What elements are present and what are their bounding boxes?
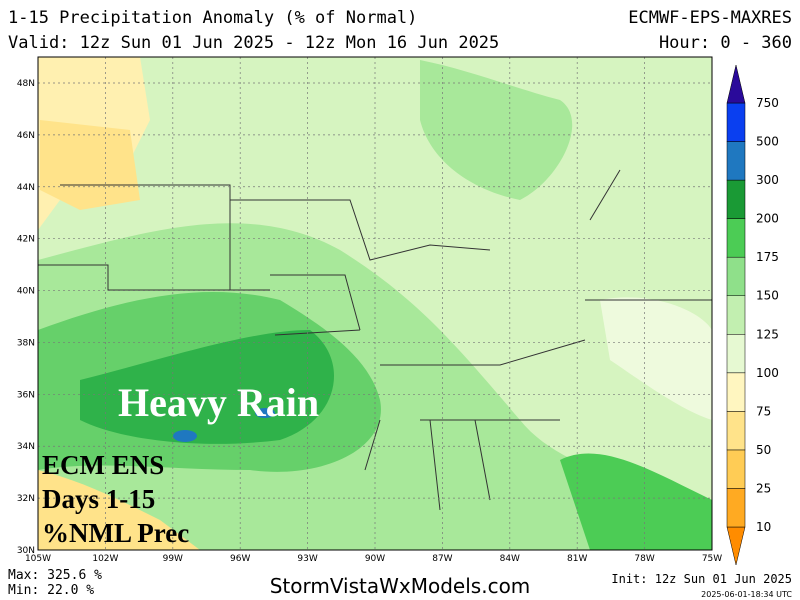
colorbar-label: 300 — [756, 173, 779, 187]
colorbar-label: 125 — [756, 327, 779, 341]
lon-label: 105W — [25, 554, 51, 564]
lat-label: 36N — [17, 390, 35, 400]
colorbar-bin — [726, 256, 746, 296]
lon-label: 81W — [567, 554, 587, 564]
caption-line: Days 1-15 — [42, 484, 155, 514]
colorbar-label: 200 — [756, 212, 779, 226]
valid: Valid: 12z Sun 01 Jun 2025 - 12z Mon 16 … — [8, 33, 499, 53]
init: Init: 12z Sun 01 Jun 2025 — [611, 572, 792, 586]
lat-label: 48N — [17, 79, 35, 89]
colorbar-bin — [726, 218, 746, 258]
colorbar-bin — [726, 411, 746, 451]
stamp: 2025-06-01-18:34 UTC — [701, 590, 792, 599]
lon-label: 90W — [365, 554, 385, 564]
site: StormVistaWxModels.com — [270, 574, 531, 598]
caption-line: ECM ENS — [42, 450, 164, 480]
lon-label: 93W — [297, 554, 317, 564]
lat-label: 38N — [17, 338, 35, 348]
colorbar-label: 50 — [756, 443, 771, 457]
colorbar-label: 750 — [756, 96, 779, 110]
lon-label: 99W — [163, 554, 183, 564]
headline: Heavy Rain — [118, 380, 319, 425]
colorbar-bin — [726, 372, 746, 412]
lon-label: 78W — [634, 554, 654, 564]
model: ECMWF-EPS-MAXRES — [628, 8, 792, 28]
lon-label: 87W — [432, 554, 452, 564]
lon-label: 75W — [702, 554, 722, 564]
lon-label: 84W — [500, 554, 520, 564]
hour: Hour: 0 - 360 — [659, 33, 792, 53]
lat-label: 34N — [17, 442, 35, 452]
graticule — [38, 57, 712, 550]
min: Min: 22.0 % — [8, 583, 94, 598]
colorbar-bin — [726, 295, 746, 335]
colorbar-bin — [726, 449, 746, 489]
colorbar-bin — [726, 179, 746, 219]
colorbar-bin — [726, 141, 746, 181]
lat-label: 40N — [17, 287, 35, 297]
colorbar-bin — [726, 488, 746, 528]
colorbar-bin — [726, 334, 746, 374]
colorbar-label: 500 — [756, 135, 779, 149]
colorbar-label: 175 — [756, 250, 779, 264]
colorbar-label: 150 — [756, 289, 779, 303]
title: 1-15 Precipitation Anomaly (% of Normal) — [8, 8, 417, 28]
colorbar-label: 100 — [756, 366, 779, 380]
lat-label: 44N — [17, 183, 35, 193]
caption-line: %NML Prec — [42, 518, 189, 548]
colorbar-label: 25 — [756, 481, 771, 495]
colorbar-bin — [726, 102, 746, 142]
lat-label: 42N — [17, 235, 35, 245]
max: Max: 325.6 % — [8, 568, 102, 583]
colorbar-label: 10 — [756, 520, 771, 534]
colorbar-label: 75 — [756, 404, 771, 418]
map-field — [38, 57, 712, 550]
colorbar-cap — [726, 64, 746, 104]
lat-label: 32N — [17, 494, 35, 504]
map-frame — [37, 56, 713, 551]
colorbar-cap — [726, 526, 746, 566]
lat-label: 30N — [17, 546, 35, 556]
lat-label: 46N — [17, 131, 35, 141]
lon-label: 96W — [230, 554, 250, 564]
lon-label: 102W — [92, 554, 118, 564]
